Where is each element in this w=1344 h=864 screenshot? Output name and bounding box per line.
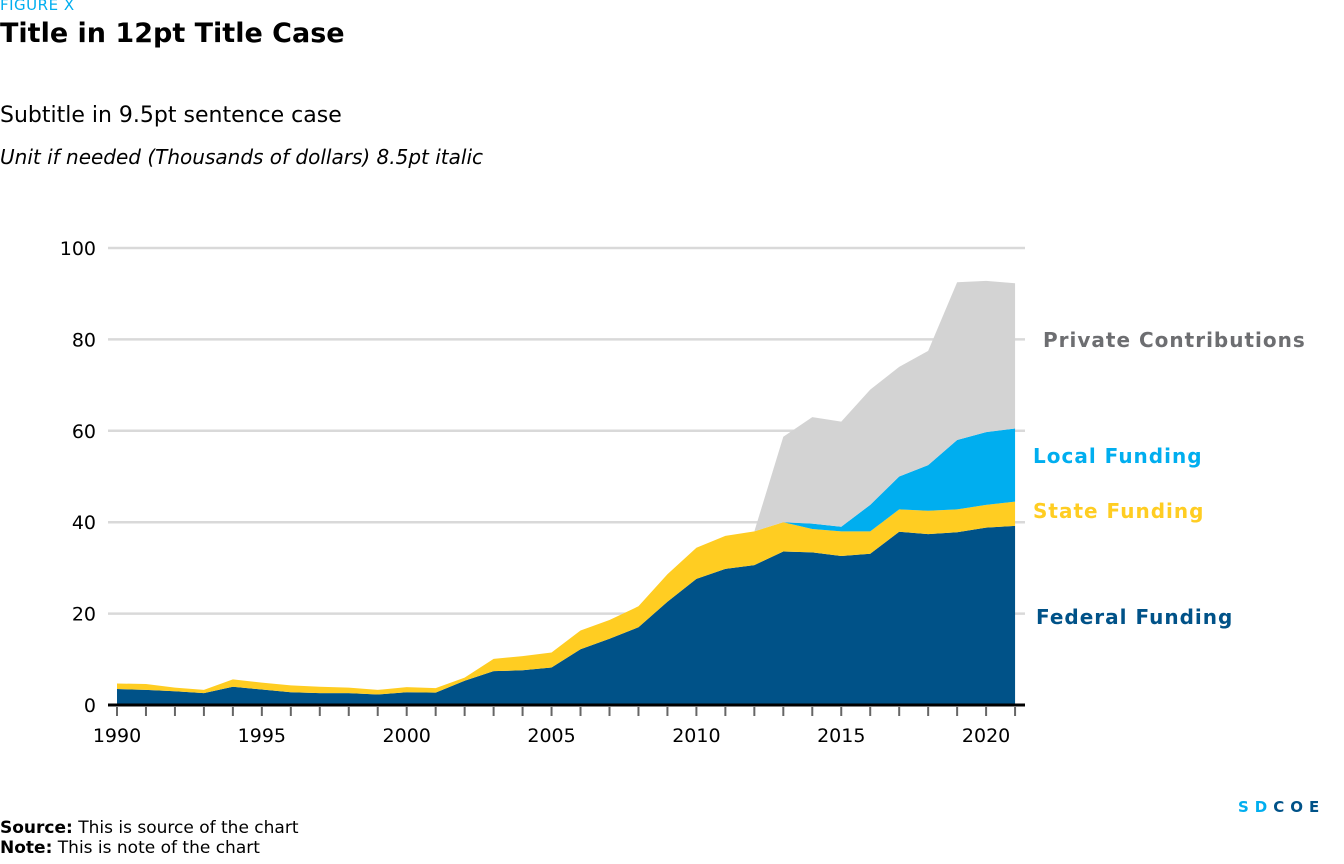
x-tick-label: 2000 (383, 725, 431, 747)
y-tick-label: 80 (72, 329, 96, 351)
x-tick-label: 1995 (238, 725, 286, 747)
chart-subtitle: Subtitle in 9.5pt sentence case (0, 103, 342, 128)
x-tick-label: 2020 (962, 725, 1010, 747)
series-label: State Funding (1033, 499, 1204, 523)
source-text: This is source of the chart (72, 818, 299, 838)
sdcoe-logo: SDCOE (1238, 798, 1325, 816)
x-tick-label: 2015 (817, 725, 865, 747)
series-label: Private Contributions (1043, 328, 1306, 352)
y-tick-label: 40 (72, 512, 96, 534)
note-label: Note: (0, 838, 53, 858)
y-tick-label: 60 (72, 421, 96, 443)
area-private-contributions (117, 280, 1016, 690)
series-label: Local Funding (1033, 444, 1203, 468)
logo-sd: SD (1238, 798, 1274, 816)
y-tick-label: 20 (72, 604, 96, 626)
x-tick-label: 2010 (672, 725, 720, 747)
source-line: Source: This is source of the chart (0, 818, 299, 838)
note-text: This is note of the chart (52, 838, 260, 858)
y-tick-label: 100 (60, 238, 96, 260)
chart-unit: Unit if needed (Thousands of dollars) 8.… (0, 145, 483, 169)
source-label: Source: (0, 818, 73, 838)
series-label: Federal Funding (1036, 605, 1233, 629)
y-tick-label: 0 (84, 695, 96, 717)
logo-coe: COE (1273, 798, 1326, 816)
area-federal-funding (117, 525, 1016, 705)
note-line: Note: This is note of the chart (0, 838, 260, 858)
x-tick-label: 2005 (527, 725, 575, 747)
area-state-funding (117, 501, 1016, 695)
figure-label: FIGURE X (0, 0, 75, 14)
chart-title: Title in 12pt Title Case (0, 18, 345, 49)
x-tick-label: 1990 (93, 725, 141, 747)
